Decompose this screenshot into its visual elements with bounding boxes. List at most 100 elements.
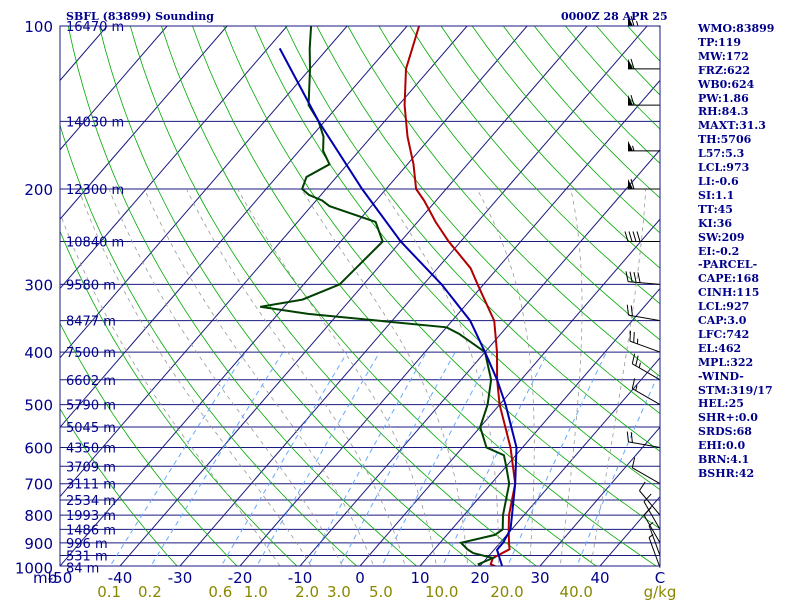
barb-half-flag [638,362,641,368]
index-item: CINH:115 [698,286,760,300]
dry-adiabat [192,26,657,566]
barb-flag [633,332,635,343]
isotherm [179,26,648,566]
isotherm [299,149,660,566]
height-label: 12300 m [66,183,124,198]
wind-barb [628,140,660,152]
barb-shaft [632,363,661,381]
station-title: SBFL (83899) Sounding [66,10,214,23]
barb-flag [630,95,635,106]
barb-flag [628,231,633,242]
index-item: BSHR:42 [698,467,755,480]
index-item: SHR+:0.0 [698,411,758,425]
mixing-ratio-tick-label: 3.0 [327,583,351,600]
pressure-tick-label: 600 [24,439,53,457]
temp-tick-label: 10 [410,569,429,587]
temp-tick-label: -20 [228,569,253,587]
barb-flag [636,231,641,242]
wind-barb [648,521,661,556]
barb-half-flag [632,145,635,151]
barb-flag [637,272,641,283]
barb-flag [633,272,637,283]
barb-shaft [628,441,661,448]
barb-shaft [628,314,661,322]
barb-flag [630,432,633,443]
barb-flag [626,431,629,442]
sounding-time: 0000Z 28 APR 25 [561,10,668,23]
height-label: 6602 m [66,374,116,389]
barb-shaft [639,490,661,516]
isotherm [359,218,660,566]
index-item: L57:5.3 [698,147,745,161]
pressure-tick-label: 200 [24,181,53,199]
index-item: CAPE:168 [698,272,759,286]
barb-half-flag [648,534,654,538]
barb-half-flag [648,521,654,526]
height-label: 9580 m [66,278,116,293]
height-label: 531 m [66,550,108,565]
index-item: LCL:973 [698,161,750,175]
temp-tick-label: -50 [48,569,73,587]
index-item: BRN:4.1 [698,453,750,467]
index-item: EL:462 [698,341,742,355]
wind-barb [628,178,660,190]
isotherm [479,357,660,566]
index-item: MW:172 [698,49,749,63]
wind-barb [631,378,661,406]
barb-flag [624,231,629,242]
mixing-ratio-tick-label: g/kg [644,583,677,600]
height-label: 14030 m [66,115,124,130]
dry-adiabat [285,26,660,452]
isotherm [119,26,588,566]
mixing-ratio-line [150,351,284,566]
height-label: 8477 m [66,315,116,330]
height-label: 5045 m [66,421,116,436]
wind-barb [631,457,661,485]
barb-flag [626,304,629,316]
pressure-tick-label: 100 [24,18,53,36]
mixing-ratio-line [441,351,549,566]
height-label: 84 m [66,562,99,577]
moist-adiabat [78,188,312,566]
height-label: 996 m [66,537,108,552]
dry-adiabat [60,322,238,566]
mixing-ratio-tick-label: 40.0 [560,583,593,600]
barb-flag [630,178,635,190]
pressure-tick-label: 400 [24,344,53,362]
mixing-ratio-line [507,351,607,566]
wind-barb [624,231,660,243]
index-item: PW:1.86 [698,91,749,105]
moist-adiabat [559,188,583,566]
dry-adiabat [378,26,660,341]
barb-shaft [648,537,661,568]
index-item: TT:45 [698,202,733,216]
barb-pennant [628,140,633,151]
index-item: -PARCEL- [698,258,758,272]
temperature-line [403,26,517,566]
mixing-ratio-tick-label: 0.6 [208,583,232,600]
wind-barb [626,304,661,322]
wind-barb [625,271,661,285]
barb-shaft [648,525,661,556]
barb-pennant [628,179,633,190]
index-item: MPL:322 [698,355,754,369]
isotherm [60,26,348,359]
barb-flag [631,457,636,468]
barb-shaft [632,467,661,485]
barb-flag [630,15,635,27]
moist-adiabat [60,212,281,566]
barb-half-flag [635,385,638,391]
index-item: HEL:25 [698,397,744,411]
barb-shaft [643,514,661,544]
barb-flag [625,271,629,282]
parcel-line [278,47,518,566]
barb-flag [631,378,636,389]
moist-adiabat [476,188,535,566]
plot-frame [59,25,661,567]
wind-barb [631,353,661,381]
pressure-tick-label: 1000 [15,560,53,578]
index-item: TH:5706 [698,133,752,147]
index-item: LI:-0.6 [698,174,739,188]
index-item: TP:119 [698,35,742,49]
